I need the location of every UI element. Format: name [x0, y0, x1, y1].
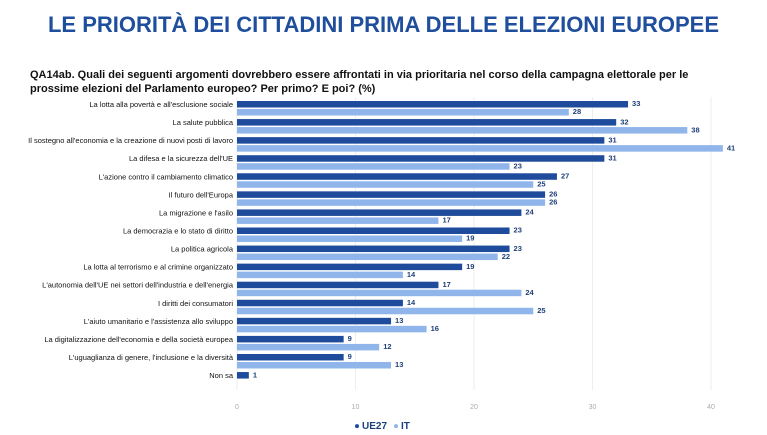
value-label: 25	[537, 306, 545, 315]
category-label: Non sa	[209, 371, 234, 380]
bar	[237, 253, 498, 261]
value-label: 13	[395, 316, 403, 325]
x-tick-label: 40	[707, 404, 715, 411]
bar	[237, 307, 534, 315]
bar	[237, 325, 427, 333]
bar	[237, 227, 510, 234]
category-label: I diritti dei consumatori	[158, 299, 233, 308]
value-label: 23	[514, 161, 522, 170]
value-label: 41	[727, 143, 735, 152]
legend-marker	[355, 424, 359, 429]
category-label: L'aiuto umanitario e l'assistenza allo s…	[84, 317, 233, 326]
value-label: 27	[561, 172, 569, 181]
category-label: L'azione contro il cambiamento climatico	[99, 172, 233, 181]
bar	[237, 299, 403, 307]
x-tick-label: 30	[589, 404, 597, 411]
value-label: 14	[407, 270, 416, 279]
x-tick-label: 10	[352, 404, 360, 411]
value-label: 38	[691, 125, 699, 134]
bar	[237, 245, 510, 253]
bar	[237, 101, 629, 108]
value-label: 25	[537, 180, 545, 189]
bar	[237, 127, 688, 134]
category-label: La difesa e la sicurezza dell'UE	[129, 154, 233, 163]
bar	[237, 155, 605, 162]
category-label: L'autonomia dell'UE nei settori dell'ind…	[42, 281, 234, 290]
value-label: 33	[632, 99, 640, 108]
value-label: 23	[514, 226, 522, 235]
chart-title: LE PRIORITÀ DEI CITTADINI PRIMA DELLE EL…	[47, 12, 720, 37]
category-label: La digitalizzazione dell'economia e dell…	[44, 335, 233, 344]
value-label: 22	[502, 252, 510, 261]
value-label: 28	[573, 107, 581, 116]
bar	[237, 263, 463, 271]
value-label: 19	[466, 234, 474, 243]
legend-label: UE27	[362, 421, 387, 432]
category-label: Il futuro dell'Europa	[169, 190, 234, 199]
category-label: La migrazione e l'asilo	[159, 208, 233, 217]
value-label: 16	[431, 324, 439, 333]
bar	[237, 191, 546, 198]
legend-marker	[394, 424, 399, 429]
value-label: 1	[253, 370, 257, 379]
value-label: 17	[442, 216, 450, 225]
bar	[237, 317, 392, 325]
value-label: 24	[525, 208, 534, 217]
category-label: La politica agricola	[171, 245, 234, 254]
bar	[237, 109, 569, 116]
value-label: 9	[348, 334, 352, 343]
category-label: La salute pubblica	[173, 118, 234, 127]
value-label: 26	[549, 190, 557, 199]
bar	[237, 343, 380, 351]
bar	[237, 173, 557, 180]
bar	[237, 163, 510, 170]
bar	[237, 181, 534, 188]
bar	[237, 353, 344, 361]
value-label: 17	[442, 280, 450, 289]
bar	[237, 289, 522, 297]
value-label: 19	[466, 262, 474, 271]
bar	[237, 235, 463, 242]
value-label: 23	[514, 244, 522, 253]
bar	[237, 199, 546, 206]
bar	[237, 335, 344, 343]
category-label: La democrazia e lo stato di diritto	[123, 226, 233, 235]
bar	[237, 372, 249, 379]
value-label: 13	[395, 360, 403, 369]
value-label: 24	[525, 288, 534, 297]
category-label: La lotta al terrorismo e al crimine orga…	[83, 263, 233, 272]
value-label: 9	[348, 352, 352, 361]
value-label: 31	[608, 153, 616, 162]
value-label: 31	[608, 135, 616, 144]
value-label: 26	[549, 198, 557, 207]
category-label: L'uguaglianza di genere, l'inclusione e …	[69, 353, 234, 362]
bar	[237, 145, 723, 152]
legend-label: IT	[401, 421, 410, 432]
value-label: 14	[407, 298, 416, 307]
bar	[237, 271, 403, 279]
category-label: La lotta alla povertà e all'esclusione s…	[89, 100, 233, 109]
bar	[237, 209, 522, 216]
question: QA14ab. Quali dei seguenti argomenti dov…	[30, 69, 689, 95]
bar	[237, 281, 439, 289]
x-tick-label: 20	[470, 404, 478, 411]
bar	[237, 217, 439, 224]
category-label: Il sostegno all'economia e la creazione …	[28, 136, 233, 145]
x-tick-label: 0	[235, 404, 239, 411]
bar	[237, 119, 617, 126]
value-label: 12	[383, 342, 391, 351]
value-label: 32	[620, 117, 628, 126]
bar	[237, 361, 392, 369]
bar	[237, 137, 605, 144]
